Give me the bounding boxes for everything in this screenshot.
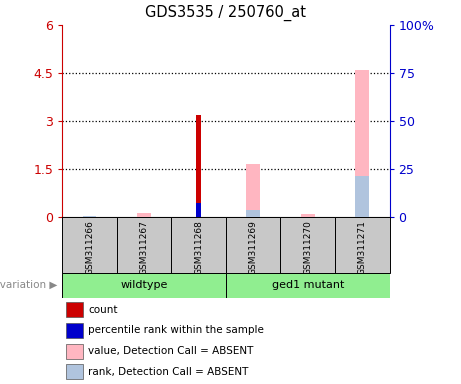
Bar [66,303,83,317]
Bar [137,213,151,217]
Bar [355,176,369,217]
Bar [66,344,83,359]
FancyBboxPatch shape [226,273,390,298]
Text: GSM311266: GSM311266 [85,220,94,275]
Text: GSM311270: GSM311270 [303,220,312,275]
Bar [83,216,96,217]
Title: GDS3535 / 250760_at: GDS3535 / 250760_at [145,5,307,21]
Text: GSM311271: GSM311271 [358,220,367,275]
Bar [246,164,260,217]
FancyBboxPatch shape [117,217,171,273]
Bar [246,210,260,217]
FancyBboxPatch shape [226,217,280,273]
Text: wildtype: wildtype [120,280,168,290]
Bar [66,364,83,379]
Text: GSM311268: GSM311268 [194,220,203,275]
Text: ged1 mutant: ged1 mutant [272,280,344,290]
Bar [66,323,83,338]
FancyBboxPatch shape [171,217,226,273]
FancyBboxPatch shape [280,217,335,273]
Bar [355,70,369,217]
Bar [196,203,201,217]
Bar [83,216,96,217]
Text: count: count [89,305,118,315]
FancyBboxPatch shape [335,217,390,273]
Text: percentile rank within the sample: percentile rank within the sample [89,326,264,336]
Text: GSM311269: GSM311269 [248,220,258,275]
Bar [196,114,201,217]
Text: GSM311267: GSM311267 [140,220,148,275]
Bar [301,214,314,217]
Text: genotype/variation ▶: genotype/variation ▶ [0,280,58,290]
Text: rank, Detection Call = ABSENT: rank, Detection Call = ABSENT [89,367,249,377]
FancyBboxPatch shape [62,273,226,298]
Text: value, Detection Call = ABSENT: value, Detection Call = ABSENT [89,346,254,356]
FancyBboxPatch shape [62,217,117,273]
